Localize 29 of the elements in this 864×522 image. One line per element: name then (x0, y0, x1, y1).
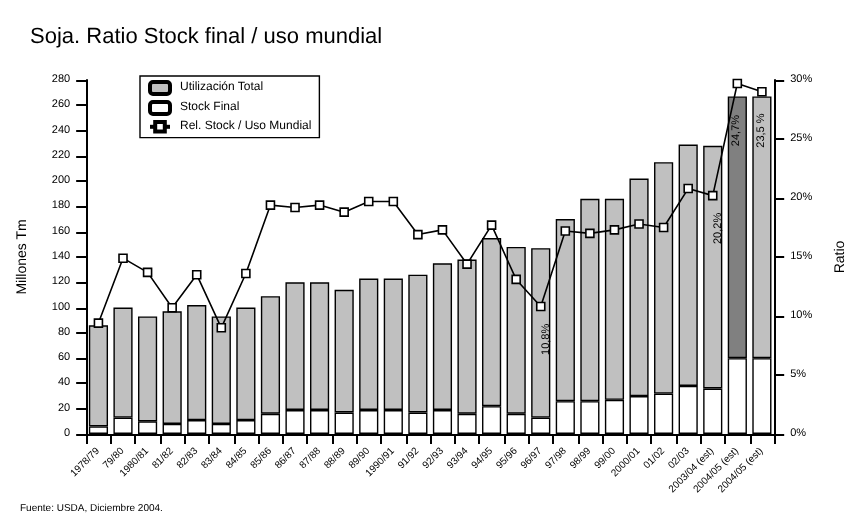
chart-title: Soja. Ratio Stock final / uso mundial (30, 25, 383, 49)
point (241, 268, 251, 279)
point (314, 200, 325, 210)
point (265, 200, 276, 210)
point (683, 183, 693, 194)
point (707, 190, 718, 201)
point (486, 220, 497, 230)
point (363, 196, 374, 207)
point (167, 302, 177, 313)
point (609, 225, 620, 235)
point (93, 318, 104, 328)
point (142, 267, 153, 278)
point (511, 274, 521, 285)
point (437, 225, 448, 235)
point (585, 228, 595, 239)
point (634, 219, 644, 229)
point (732, 78, 743, 89)
point (757, 87, 767, 97)
point (413, 229, 423, 240)
point (216, 323, 227, 333)
point (535, 301, 546, 312)
point (339, 207, 349, 217)
point (191, 269, 202, 280)
point (658, 222, 669, 233)
point (388, 196, 399, 207)
point (560, 226, 571, 236)
point (118, 253, 128, 263)
point (290, 202, 300, 213)
point (462, 259, 472, 269)
